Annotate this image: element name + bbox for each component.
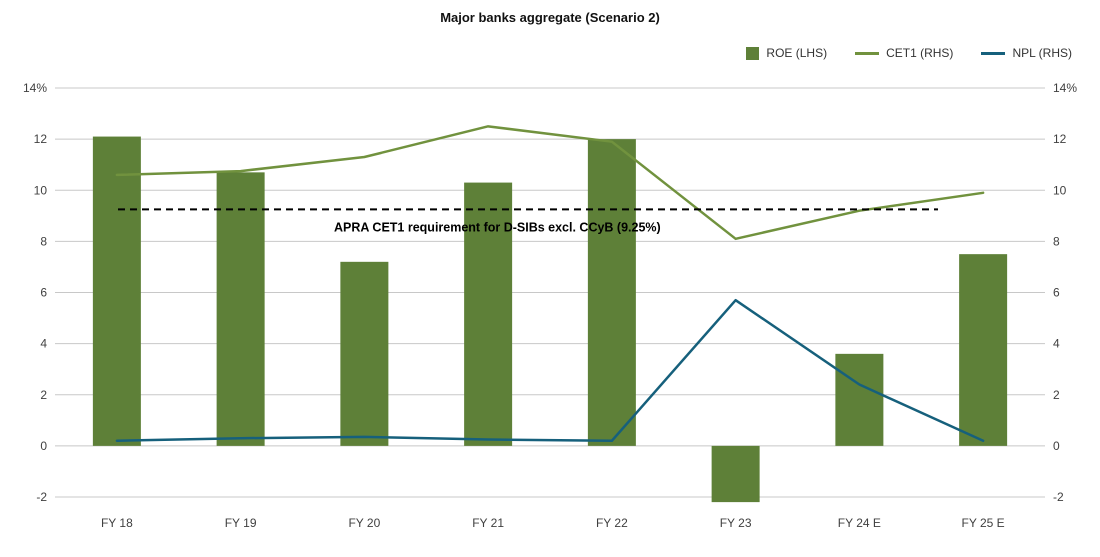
x-axis-tick: FY 20 xyxy=(348,516,380,530)
roe-bar xyxy=(464,182,513,446)
y-left-tick: 2 xyxy=(40,388,47,402)
x-axis-tick: FY 19 xyxy=(225,516,257,530)
roe-bar xyxy=(711,445,760,503)
y-right-tick: 8 xyxy=(1053,234,1060,248)
npl-line-swatch-icon xyxy=(981,51,1006,55)
roe-bar xyxy=(587,139,636,446)
y-axis-left-labels: 14% 12 10 8 6 4 2 0 -2 xyxy=(23,81,47,504)
x-axis-labels: FY 18 FY 19 FY 20 FY 21 FY 22 FY 23 FY 24 E FY … xyxy=(101,516,1005,530)
x-axis-tick: FY 21 xyxy=(472,516,504,530)
legend-item-cet1: CET1 (RHS) xyxy=(855,46,953,60)
y-left-tick: 6 xyxy=(40,286,47,300)
y-left-tick: -2 xyxy=(36,490,47,504)
y-left-tick: 14% xyxy=(23,81,47,95)
legend-label-roe: ROE (LHS) xyxy=(766,46,828,60)
roe-bars xyxy=(92,136,1008,503)
y-axis-right-labels: 14% 12 10 8 6 4 2 0 -2 xyxy=(1053,81,1077,504)
roe-bar xyxy=(340,261,389,446)
x-axis-tick: FY 25 E xyxy=(962,516,1005,530)
legend-item-roe: ROE (LHS) xyxy=(746,46,827,60)
chart-title: Major banks aggregate (Scenario 2) xyxy=(440,10,660,25)
y-left-tick: 8 xyxy=(40,234,47,248)
npl-line xyxy=(115,298,985,443)
cet1-line xyxy=(115,125,985,241)
y-right-tick: 4 xyxy=(1053,337,1060,351)
y-right-tick: 0 xyxy=(1053,439,1060,453)
y-left-tick: 0 xyxy=(40,439,47,453)
x-axis-tick: FY 23 xyxy=(720,516,752,530)
chart-legend: ROE (LHS) CET1 (RHS) NPL (RHS) xyxy=(746,46,1072,60)
legend-item-npl: NPL (RHS) xyxy=(981,46,1072,60)
y-right-tick: 14% xyxy=(1053,81,1077,95)
y-left-tick: 10 xyxy=(34,183,48,197)
apra-threshold-label: APRA CET1 requirement for D-SIBs excl. C… xyxy=(334,220,661,234)
cet1-line-swatch-icon xyxy=(855,51,880,55)
roe-bar xyxy=(835,353,884,446)
y-right-tick: 6 xyxy=(1053,286,1060,300)
y-right-tick: 2 xyxy=(1053,388,1060,402)
legend-label-npl: NPL (RHS) xyxy=(1012,46,1072,60)
y-left-tick: 4 xyxy=(40,337,47,351)
roe-bar-swatch-icon xyxy=(746,46,760,60)
roe-bar xyxy=(216,172,265,446)
x-axis-tick: FY 22 xyxy=(596,516,628,530)
y-right-tick: 10 xyxy=(1053,183,1067,197)
y-left-tick: 12 xyxy=(34,132,48,146)
roe-bar xyxy=(92,136,141,446)
legend-label-cet1: CET1 (RHS) xyxy=(886,46,954,60)
x-axis-tick: FY 24 E xyxy=(838,516,881,530)
gridlines xyxy=(55,87,1045,498)
roe-bar xyxy=(959,254,1008,446)
y-right-tick: -2 xyxy=(1053,490,1064,504)
y-right-tick: 12 xyxy=(1053,132,1067,146)
x-axis-tick: FY 18 xyxy=(101,516,133,530)
